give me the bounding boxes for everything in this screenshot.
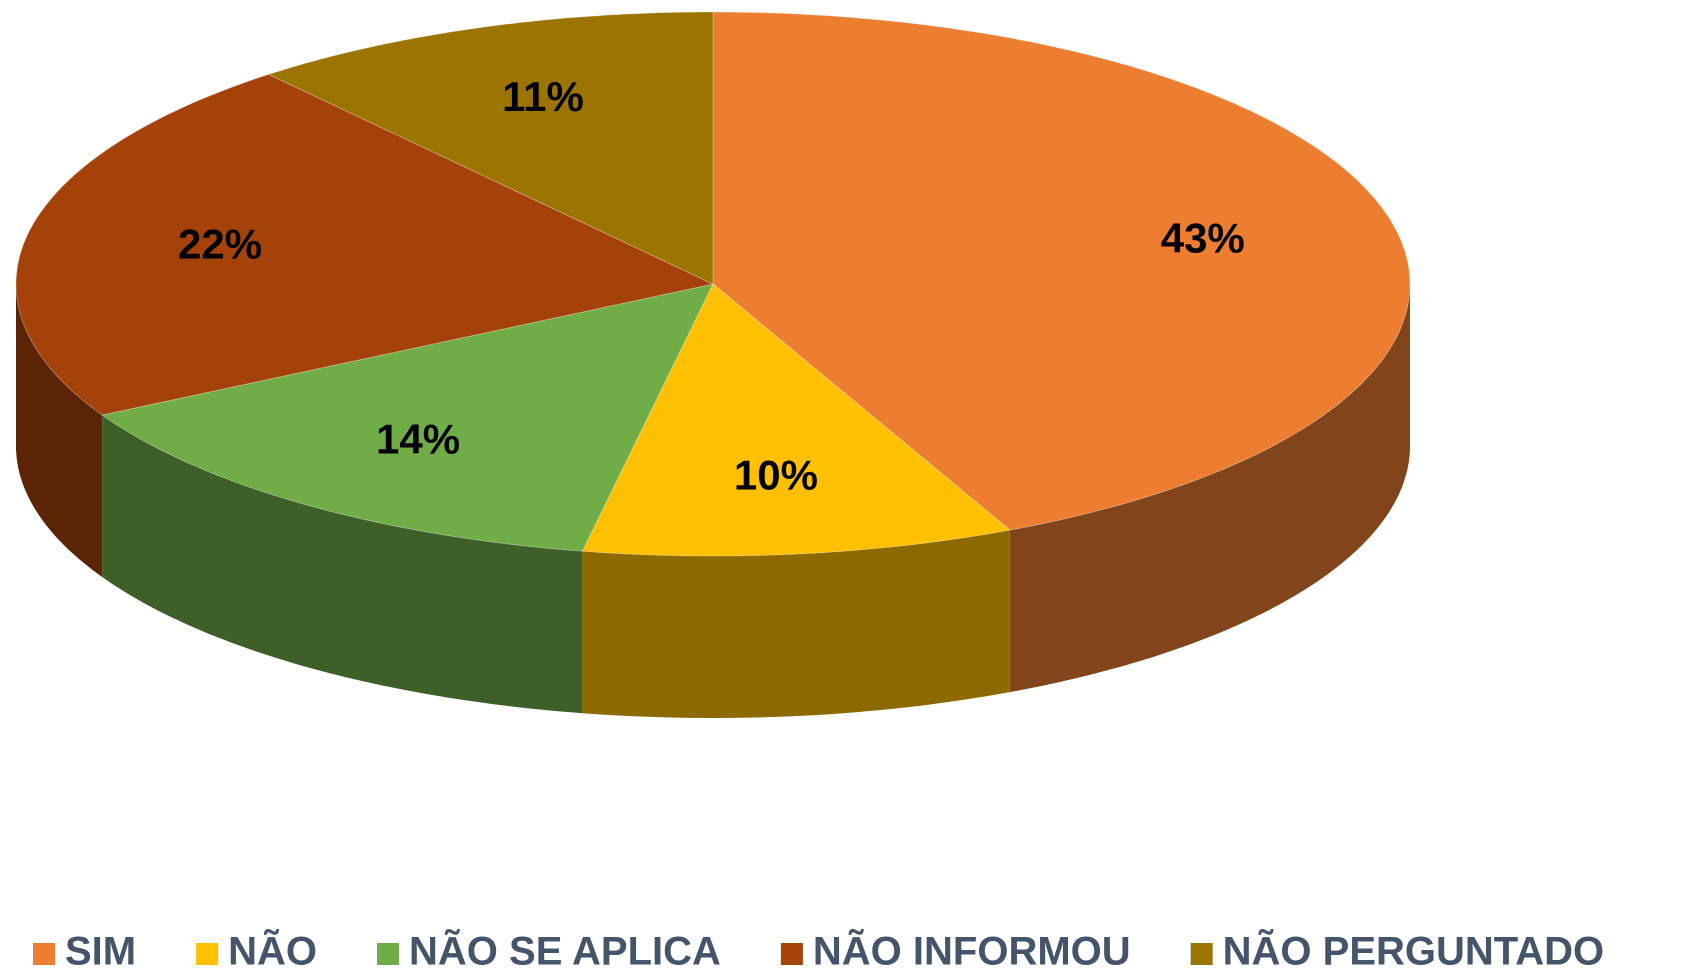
legend-swatch [1190, 943, 1213, 965]
legend-label: NÃO [228, 928, 317, 972]
slice-side [102, 415, 583, 714]
legend-label: NÃO SE APLICA [409, 928, 721, 972]
legend-swatch [377, 943, 400, 965]
legend-label: NÃO PERGUNTADO [1223, 928, 1604, 972]
data-label: 10% [734, 451, 818, 498]
data-labels: 43% 10% 14% 22% 11% [178, 73, 1245, 499]
legend-swatch [33, 943, 55, 965]
slice [581, 283, 1011, 557]
legend-swatch [196, 943, 219, 965]
data-label: 43% [1161, 214, 1245, 261]
legend-label: SIM [65, 930, 136, 972]
data-label: 22% [178, 220, 262, 267]
legend-label: NÃO INFORMOU [813, 928, 1131, 972]
legend: SIM NÃO NÃO SE APLICA NÃO INFORMOU NÃO PERGU… [33, 928, 1604, 972]
data-label: 11% [502, 73, 584, 120]
pie-tops [15, 11, 1411, 557]
slice [712, 11, 1411, 531]
slice [267, 11, 714, 285]
data-label: 14% [376, 416, 460, 463]
slice [15, 73, 715, 416]
slice-side [1009, 284, 1410, 693]
slice-side [582, 530, 1010, 718]
pie-walls [16, 284, 1410, 718]
slice [100, 283, 714, 552]
slice-side [16, 284, 103, 577]
legend-swatch [780, 943, 803, 965]
